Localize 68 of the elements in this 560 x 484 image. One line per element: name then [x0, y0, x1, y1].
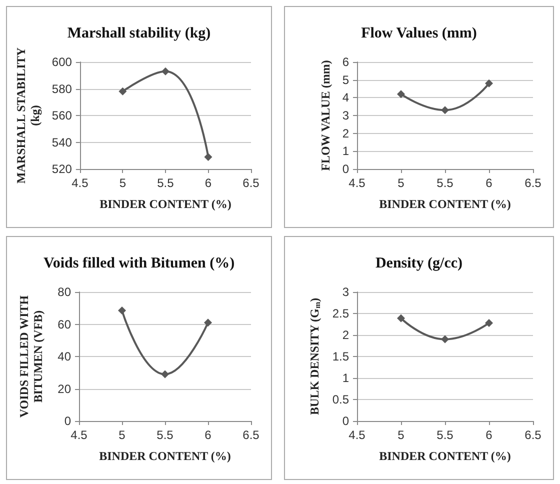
y-tick-label: 1 — [342, 144, 350, 158]
point — [118, 306, 126, 315]
chart-title: Voids filled with Bitumen (%) — [43, 256, 235, 272]
point — [204, 152, 212, 161]
x-tick-label: 5 — [119, 176, 126, 190]
x-tick-label: 5.5 — [157, 176, 174, 190]
y-tick-label: 3 — [342, 285, 350, 299]
point — [397, 90, 405, 98]
x-tick-label: 6.5 — [524, 176, 542, 190]
x-axis-title: BINDER CONTENT (%) — [379, 449, 511, 463]
y-axis-title: MARSHALL STABILITY (kg) — [14, 47, 42, 184]
y-tick-label: 80 — [58, 285, 72, 299]
y-tick-label: 560 — [52, 108, 72, 122]
y-tick-label: 40 — [58, 350, 72, 364]
point — [397, 314, 405, 322]
point — [441, 335, 449, 344]
y-tick-label: 5 — [342, 72, 350, 87]
x-tick-label: 4.5 — [348, 428, 366, 442]
y-axis-title: FLOW VALUE (mm) — [318, 60, 332, 171]
y-tick-label: 520 — [52, 162, 72, 176]
x-tick-label: 5.5 — [436, 428, 454, 442]
y-axis-title: BULK DENSITY (Gm) — [307, 298, 322, 415]
y-tick-label: 3 — [342, 108, 350, 122]
x-tick-label: 6.5 — [524, 428, 542, 442]
y-tick-label: 0 — [342, 162, 350, 176]
y-tick-label: 6 — [342, 55, 350, 69]
x-tick-label: 6 — [486, 428, 493, 442]
x-axis-title: BINDER CONTENT (%) — [379, 197, 511, 211]
y-tick-label: 60 — [58, 317, 72, 332]
point — [118, 87, 127, 96]
y-tick-label: 20 — [58, 382, 72, 396]
point — [161, 370, 169, 378]
chart-title: Flow Values (mm) — [361, 26, 477, 42]
y-tick-label: 0.5 — [332, 392, 350, 406]
x-tick-label: 5 — [398, 176, 405, 190]
y-tick-label: 580 — [52, 82, 72, 96]
x-tick-label: 6 — [204, 428, 212, 442]
point — [441, 106, 449, 114]
x-tick-label: 6.5 — [242, 428, 260, 442]
y-tick-label: 0 — [342, 414, 350, 428]
x-axis-title: BINDER CONTENT (%) — [100, 197, 232, 211]
point — [485, 318, 493, 327]
x-tick-label: 4.5 — [72, 176, 89, 190]
x-tick-label: 4.5 — [348, 176, 366, 190]
x-tick-label: 5 — [118, 428, 126, 442]
point — [485, 79, 493, 88]
x-axis-title: BINDER CONTENT (%) — [99, 449, 231, 463]
y-tick-label: 2 — [342, 328, 350, 342]
x-tick-label: 6.5 — [242, 176, 260, 190]
x-tick-label: 6 — [204, 176, 212, 190]
y-tick-label: 1 — [342, 371, 350, 385]
x-tick-label: 5 — [398, 428, 405, 442]
y-axis-title: VOIDS FILLED WITH BITUMEN (VFB) — [17, 294, 45, 418]
x-tick-label: 4.5 — [70, 428, 88, 442]
chart-title: Density (g/cc) — [375, 256, 463, 272]
point — [204, 318, 212, 327]
y-tick-label: 600 — [52, 55, 72, 69]
y-tick-label: 2 — [342, 126, 350, 140]
x-tick-label: 6 — [486, 176, 493, 190]
y-tick-label: 2.5 — [332, 306, 350, 320]
y-tick-label: 540 — [52, 135, 72, 150]
point — [161, 67, 170, 76]
y-tick-label: 4 — [342, 90, 350, 105]
x-tick-label: 5.5 — [436, 176, 454, 190]
chart-title: Marshall stability (kg) — [67, 26, 211, 42]
y-tick-label: 1.5 — [332, 350, 350, 364]
y-tick-label: 0 — [64, 414, 72, 428]
x-tick-label: 5.5 — [156, 428, 174, 442]
